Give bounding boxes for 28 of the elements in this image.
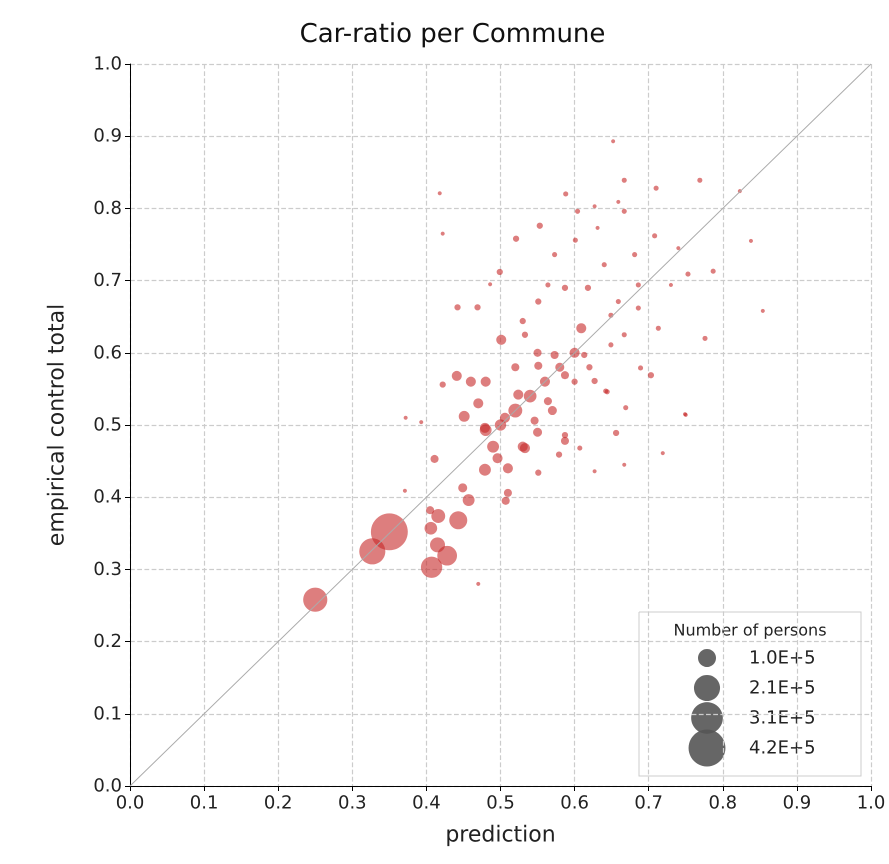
legend-label: 3.1E+5 [749, 708, 816, 728]
x-tick-label: 0.5 [486, 792, 515, 814]
y-tick-label: 0.6 [93, 342, 122, 364]
y-tick-label: 0.1 [93, 703, 122, 724]
x-tick-label: 1.0 [856, 792, 886, 814]
y-tick-label: 0.3 [93, 558, 122, 580]
x-tick-label: 0.2 [264, 792, 293, 814]
y-tick-label: 0.2 [93, 631, 122, 652]
y-tick-label: 0.5 [93, 414, 122, 436]
y-axis-title: empirical control total [44, 304, 70, 546]
y-tick-label: 0.7 [93, 270, 122, 292]
legend-title: Number of persons [673, 620, 827, 640]
x-axis-title: prediction [445, 822, 556, 848]
y-tick-label: 1.0 [93, 54, 122, 74]
legend-label: 2.1E+5 [749, 678, 816, 698]
x-tick-label: 0.8 [708, 792, 738, 814]
legend-label: 1.0E+5 [749, 648, 816, 668]
legend-label: 4.2E+5 [749, 738, 816, 758]
x-tick-label: 0.4 [412, 792, 441, 814]
x-tick-label: 0.3 [338, 792, 367, 814]
x-tick-label: 0.6 [560, 792, 589, 814]
x-tick-label: 0.7 [634, 792, 664, 814]
y-tick-label: 0.8 [93, 198, 122, 219]
x-tick-label: 0.1 [190, 792, 218, 814]
chart-title: Car-ratio per Commune [300, 19, 606, 49]
x-tick-label: 0.9 [782, 792, 812, 814]
y-tick-label: 0.4 [93, 486, 122, 508]
y-tick-label: 0.9 [93, 126, 122, 147]
